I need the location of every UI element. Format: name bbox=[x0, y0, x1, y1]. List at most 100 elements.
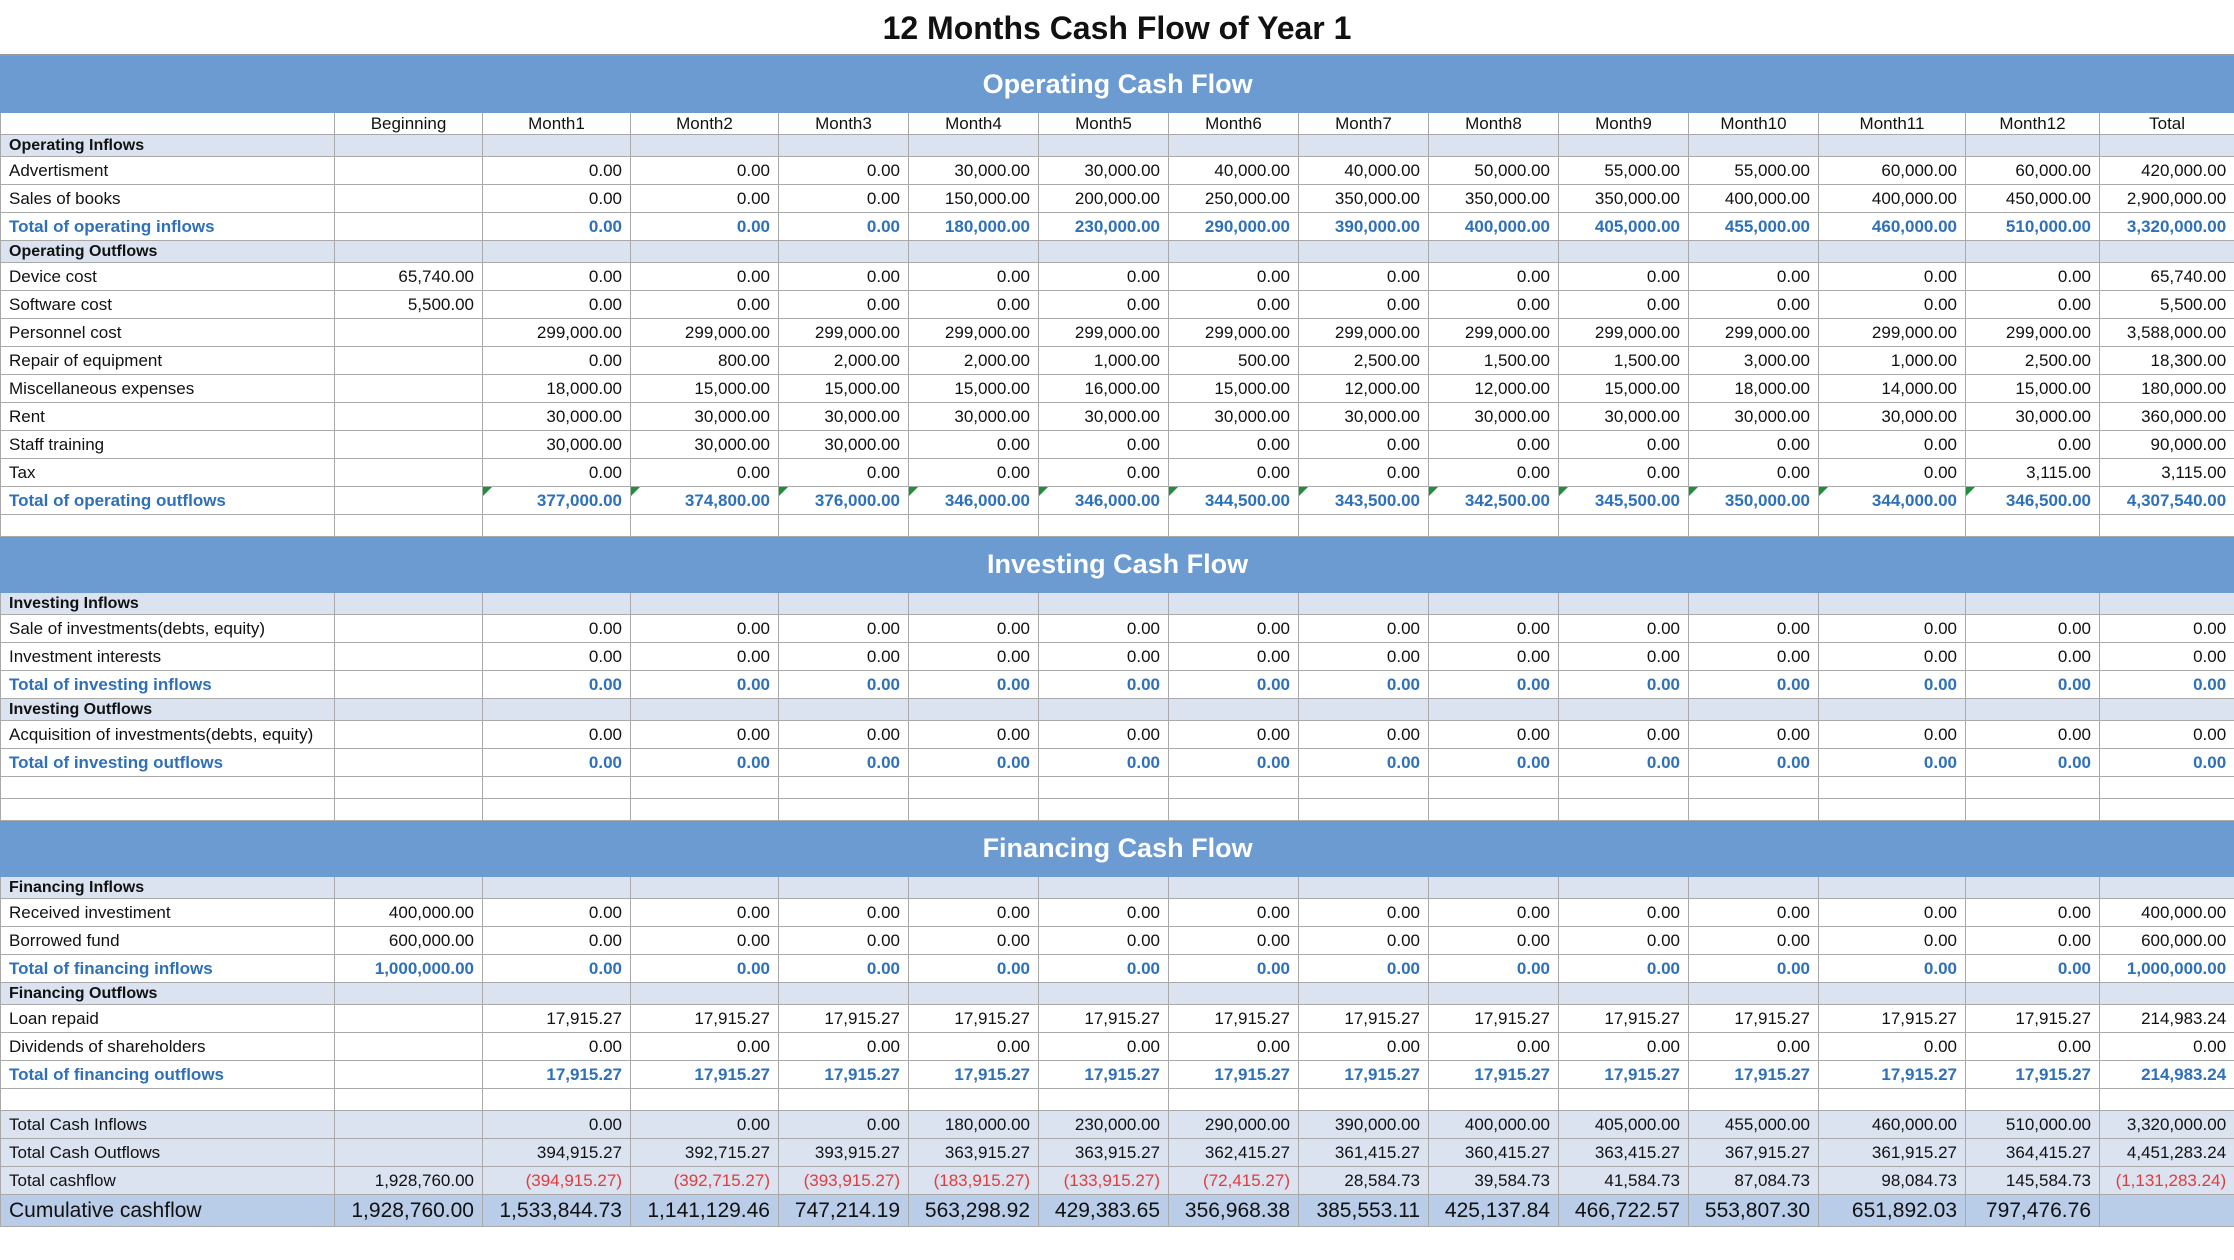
row-label[interactable]: Acquisition of investments(debts, equity… bbox=[0, 720, 335, 749]
category-cell[interactable] bbox=[334, 982, 483, 1005]
category-cell[interactable] bbox=[334, 592, 483, 615]
category-cell[interactable] bbox=[1038, 592, 1169, 615]
value-cell[interactable]: 0.00 bbox=[1298, 290, 1429, 319]
value-cell[interactable]: 0.00 bbox=[1558, 670, 1689, 699]
value-cell[interactable]: 0.00 bbox=[1818, 430, 1966, 459]
value-cell[interactable]: 290,000.00 bbox=[1168, 212, 1299, 241]
category-cell[interactable] bbox=[1558, 134, 1689, 157]
empty-cell[interactable] bbox=[1168, 1088, 1299, 1111]
row-label[interactable]: Total of investing inflows bbox=[0, 670, 335, 699]
empty-cell[interactable] bbox=[1428, 514, 1559, 537]
value-cell[interactable]: 0.00 bbox=[1818, 642, 1966, 671]
category-cell[interactable] bbox=[1038, 240, 1169, 263]
value-cell[interactable]: 0.00 bbox=[1168, 926, 1299, 955]
value-cell[interactable]: 0.00 bbox=[2098, 642, 2234, 671]
category-cell[interactable] bbox=[1558, 876, 1689, 899]
empty-cell[interactable] bbox=[1688, 1088, 1819, 1111]
empty-cell[interactable] bbox=[2098, 798, 2234, 821]
category-cell[interactable] bbox=[778, 240, 909, 263]
value-cell[interactable]: 0.00 bbox=[1818, 748, 1966, 777]
value-cell[interactable]: 17,915.27 bbox=[630, 1060, 779, 1089]
value-cell[interactable]: 0.00 bbox=[1558, 642, 1689, 671]
column-header[interactable]: Month8 bbox=[1428, 112, 1559, 135]
value-cell[interactable]: 65,740.00 bbox=[334, 262, 483, 291]
value-cell[interactable]: 0.00 bbox=[1688, 290, 1819, 319]
value-cell[interactable]: 180,000.00 bbox=[908, 212, 1039, 241]
value-cell[interactable] bbox=[334, 184, 483, 213]
value-cell[interactable]: 0.00 bbox=[908, 926, 1039, 955]
value-cell[interactable]: 0.00 bbox=[1688, 430, 1819, 459]
row-label[interactable]: Advertisment bbox=[0, 156, 335, 185]
value-cell[interactable]: 150,000.00 bbox=[908, 184, 1039, 213]
value-cell[interactable] bbox=[334, 402, 483, 431]
category-cell[interactable] bbox=[2098, 134, 2234, 157]
empty-cell[interactable] bbox=[1038, 514, 1169, 537]
value-cell[interactable]: 0.00 bbox=[1558, 954, 1689, 983]
value-cell[interactable]: 30,000.00 bbox=[1428, 402, 1559, 431]
empty-cell[interactable] bbox=[1965, 514, 2100, 537]
value-cell[interactable]: 0.00 bbox=[908, 670, 1039, 699]
empty-cell[interactable] bbox=[2098, 1088, 2234, 1111]
value-cell[interactable]: 0.00 bbox=[1688, 748, 1819, 777]
empty-cell[interactable] bbox=[0, 1088, 335, 1111]
value-cell[interactable]: 0.00 bbox=[1965, 954, 2100, 983]
value-cell[interactable]: 2,900,000.00 bbox=[2098, 184, 2234, 213]
value-cell[interactable]: 18,300.00 bbox=[2098, 346, 2234, 375]
empty-cell[interactable] bbox=[0, 798, 335, 821]
value-cell[interactable]: 0.00 bbox=[1428, 670, 1559, 699]
category-cell[interactable] bbox=[1688, 592, 1819, 615]
row-label[interactable]: Total of operating inflows bbox=[0, 212, 335, 241]
value-cell[interactable]: 145,584.73 bbox=[1965, 1166, 2100, 1195]
value-cell[interactable]: 0.00 bbox=[482, 156, 631, 185]
value-cell[interactable] bbox=[334, 430, 483, 459]
value-cell[interactable]: 0.00 bbox=[1168, 458, 1299, 487]
value-cell[interactable]: 0.00 bbox=[1818, 720, 1966, 749]
value-cell[interactable]: 0.00 bbox=[1558, 614, 1689, 643]
category-cell[interactable] bbox=[2098, 592, 2234, 615]
value-cell[interactable] bbox=[334, 458, 483, 487]
category-cell[interactable] bbox=[1818, 698, 1966, 721]
value-cell[interactable]: 363,415.27 bbox=[1558, 1138, 1689, 1167]
value-cell[interactable]: 5,500.00 bbox=[2098, 290, 2234, 319]
value-cell[interactable]: 0.00 bbox=[2098, 614, 2234, 643]
category-cell[interactable] bbox=[334, 698, 483, 721]
category-cell[interactable] bbox=[482, 240, 631, 263]
value-cell[interactable]: 0.00 bbox=[1558, 926, 1689, 955]
value-cell[interactable]: 17,915.27 bbox=[908, 1004, 1039, 1033]
value-cell[interactable]: 405,000.00 bbox=[1558, 212, 1689, 241]
value-cell[interactable]: 350,000.00 bbox=[1298, 184, 1429, 213]
value-cell[interactable]: 17,915.27 bbox=[482, 1004, 631, 1033]
value-cell[interactable]: 299,000.00 bbox=[482, 318, 631, 347]
empty-cell[interactable] bbox=[630, 1088, 779, 1111]
empty-cell[interactable] bbox=[1558, 776, 1689, 799]
value-cell[interactable]: (72,415.27) bbox=[1168, 1166, 1299, 1195]
empty-cell[interactable] bbox=[1298, 798, 1429, 821]
value-cell[interactable]: 17,915.27 bbox=[1558, 1004, 1689, 1033]
category-cell[interactable] bbox=[1965, 592, 2100, 615]
value-cell[interactable]: 0.00 bbox=[1965, 642, 2100, 671]
value-cell[interactable]: 16,000.00 bbox=[1038, 374, 1169, 403]
value-cell[interactable]: 0.00 bbox=[1428, 614, 1559, 643]
value-cell[interactable]: 41,584.73 bbox=[1558, 1166, 1689, 1195]
category-cell[interactable] bbox=[1818, 134, 1966, 157]
value-cell[interactable]: 39,584.73 bbox=[1428, 1166, 1559, 1195]
column-header[interactable]: Month2 bbox=[630, 112, 779, 135]
category-cell[interactable] bbox=[1038, 876, 1169, 899]
value-cell[interactable] bbox=[334, 720, 483, 749]
category-cell[interactable] bbox=[630, 240, 779, 263]
value-cell[interactable]: 0.00 bbox=[778, 670, 909, 699]
value-cell[interactable]: 0.00 bbox=[630, 614, 779, 643]
value-cell[interactable]: 0.00 bbox=[1298, 898, 1429, 927]
value-cell[interactable]: 30,000.00 bbox=[1038, 156, 1169, 185]
value-cell[interactable]: 0.00 bbox=[1965, 290, 2100, 319]
value-cell[interactable]: 450,000.00 bbox=[1965, 184, 2100, 213]
value-cell[interactable]: 0.00 bbox=[1168, 898, 1299, 927]
row-label[interactable]: Total of financing inflows bbox=[0, 954, 335, 983]
value-cell[interactable]: 180,000.00 bbox=[2098, 374, 2234, 403]
value-cell[interactable]: 250,000.00 bbox=[1168, 184, 1299, 213]
value-cell[interactable]: 0.00 bbox=[1818, 614, 1966, 643]
value-cell[interactable]: 0.00 bbox=[1965, 262, 2100, 291]
category-cell[interactable] bbox=[1428, 240, 1559, 263]
category-cell[interactable] bbox=[1428, 134, 1559, 157]
value-cell[interactable]: 400,000.00 bbox=[1688, 184, 1819, 213]
